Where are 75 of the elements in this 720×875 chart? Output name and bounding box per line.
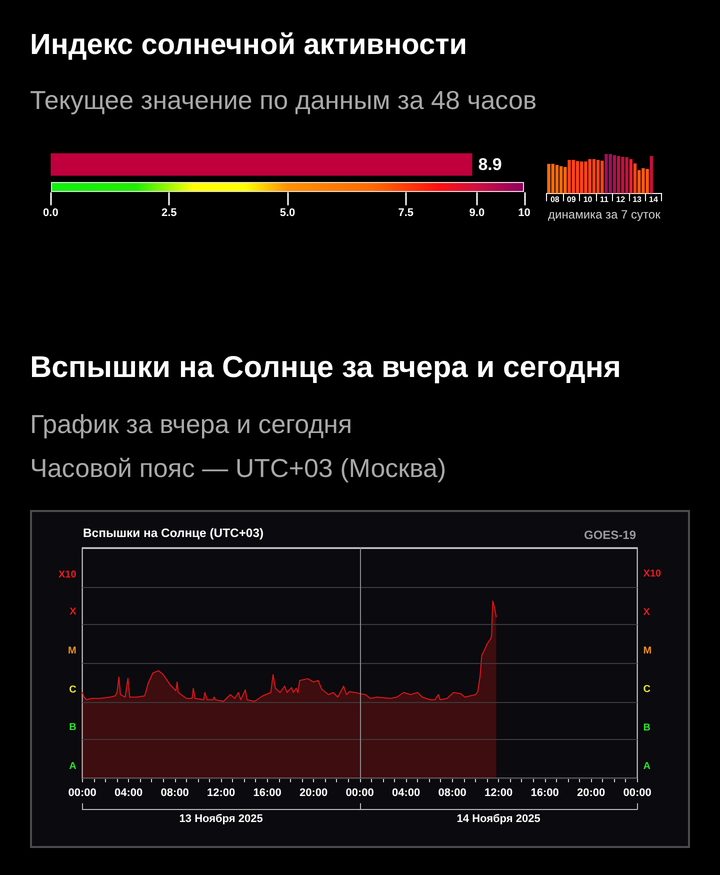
bar bbox=[559, 166, 563, 194]
x-tick-label: 08:00 bbox=[438, 786, 466, 799]
text: X10 bbox=[643, 568, 662, 580]
bar bbox=[588, 159, 592, 194]
bar bbox=[572, 160, 575, 194]
x-tick-label: 10 bbox=[583, 194, 593, 204]
bar bbox=[555, 165, 559, 194]
x-tick-label: 7.5 bbox=[398, 206, 414, 219]
x-tick-label: 20:00 bbox=[299, 786, 328, 799]
x2-tick-label: 14 Ноября 2025 bbox=[456, 812, 540, 825]
bar bbox=[564, 166, 567, 194]
ref-line-label: C bbox=[69, 684, 76, 696]
x-tick-label: 20:00 bbox=[576, 786, 606, 799]
bar bbox=[584, 161, 588, 194]
data-label: 8.9 bbox=[478, 155, 502, 174]
x-tick-label: 16:00 bbox=[253, 786, 282, 799]
bar bbox=[592, 159, 596, 194]
bar bbox=[551, 164, 554, 194]
bar bbox=[646, 168, 649, 194]
bar bbox=[642, 168, 645, 194]
ref-line-label: X bbox=[643, 607, 650, 618]
bar bbox=[612, 155, 616, 194]
ref-line-label: A bbox=[643, 760, 651, 772]
x-tick-label: 11 bbox=[600, 194, 609, 204]
x-tick-label: 12:00 bbox=[484, 786, 513, 799]
x-tick-label: 04:00 bbox=[392, 786, 420, 799]
x-tick-label: 00:00 bbox=[68, 786, 96, 799]
x-tick-label: 00:00 bbox=[623, 786, 652, 799]
x-tick-label: 0.0 bbox=[43, 206, 58, 219]
chart-subtitle: График за вчера и сегодня bbox=[30, 409, 352, 440]
bar bbox=[576, 161, 580, 194]
bar bbox=[580, 161, 584, 194]
chart-title: Вспышки на Солнце за вчера и сегодня bbox=[30, 351, 622, 386]
x-axis-title: динамика за 7 суток bbox=[548, 207, 662, 222]
text: X bbox=[70, 606, 76, 618]
x-tick-label: 12 bbox=[616, 194, 626, 204]
x-tick-label: 12:00 bbox=[206, 786, 236, 799]
bar bbox=[638, 170, 641, 194]
x-tick-label: 09 bbox=[566, 194, 576, 204]
x-tick-label: 9.0 bbox=[469, 206, 485, 219]
ref-line-label: X10 bbox=[58, 569, 77, 580]
bar bbox=[650, 156, 654, 194]
x-tick-label: 13 bbox=[632, 194, 642, 204]
x-tick-label: 00:00 bbox=[346, 786, 374, 799]
x-tick-label: 08 bbox=[550, 194, 560, 204]
bar bbox=[621, 156, 624, 194]
bar bbox=[568, 160, 571, 194]
x-tick-label: 5.0 bbox=[280, 206, 296, 219]
text: C bbox=[643, 684, 651, 695]
bar bbox=[633, 163, 637, 194]
bar bbox=[616, 156, 620, 194]
x-tick-label: 14 bbox=[649, 194, 658, 204]
text: Вспышки на Солнце (UTC+03) bbox=[83, 526, 264, 540]
ref-line-label: B bbox=[643, 722, 651, 734]
text: GOES-19 bbox=[584, 528, 636, 542]
bar bbox=[608, 154, 612, 194]
x-tick-label: 08:00 bbox=[160, 786, 189, 799]
bar bbox=[629, 159, 632, 194]
x-tick-label: 16:00 bbox=[530, 786, 559, 799]
text: A bbox=[69, 760, 76, 772]
ref-line-label: M bbox=[643, 646, 652, 657]
text: Часовой пояс — UTC+03 (Москва) bbox=[30, 453, 446, 484]
bar bbox=[547, 164, 550, 194]
x-tick-label: 10 bbox=[518, 206, 530, 219]
bar bbox=[625, 157, 628, 194]
text: B bbox=[69, 722, 76, 733]
chart-title: Индекс солнечной активности bbox=[30, 29, 468, 62]
bar bbox=[600, 160, 604, 194]
x-tick-label: 2.5 bbox=[161, 206, 177, 219]
bar bbox=[596, 160, 600, 194]
text: M bbox=[68, 646, 76, 657]
x-tick-label: 04:00 bbox=[114, 786, 143, 799]
chart-subtitle: Текущее значение по данным за 48 часов bbox=[30, 85, 537, 116]
x2-tick-label: 13 Ноября 2025 bbox=[179, 812, 263, 825]
bar bbox=[604, 154, 608, 194]
